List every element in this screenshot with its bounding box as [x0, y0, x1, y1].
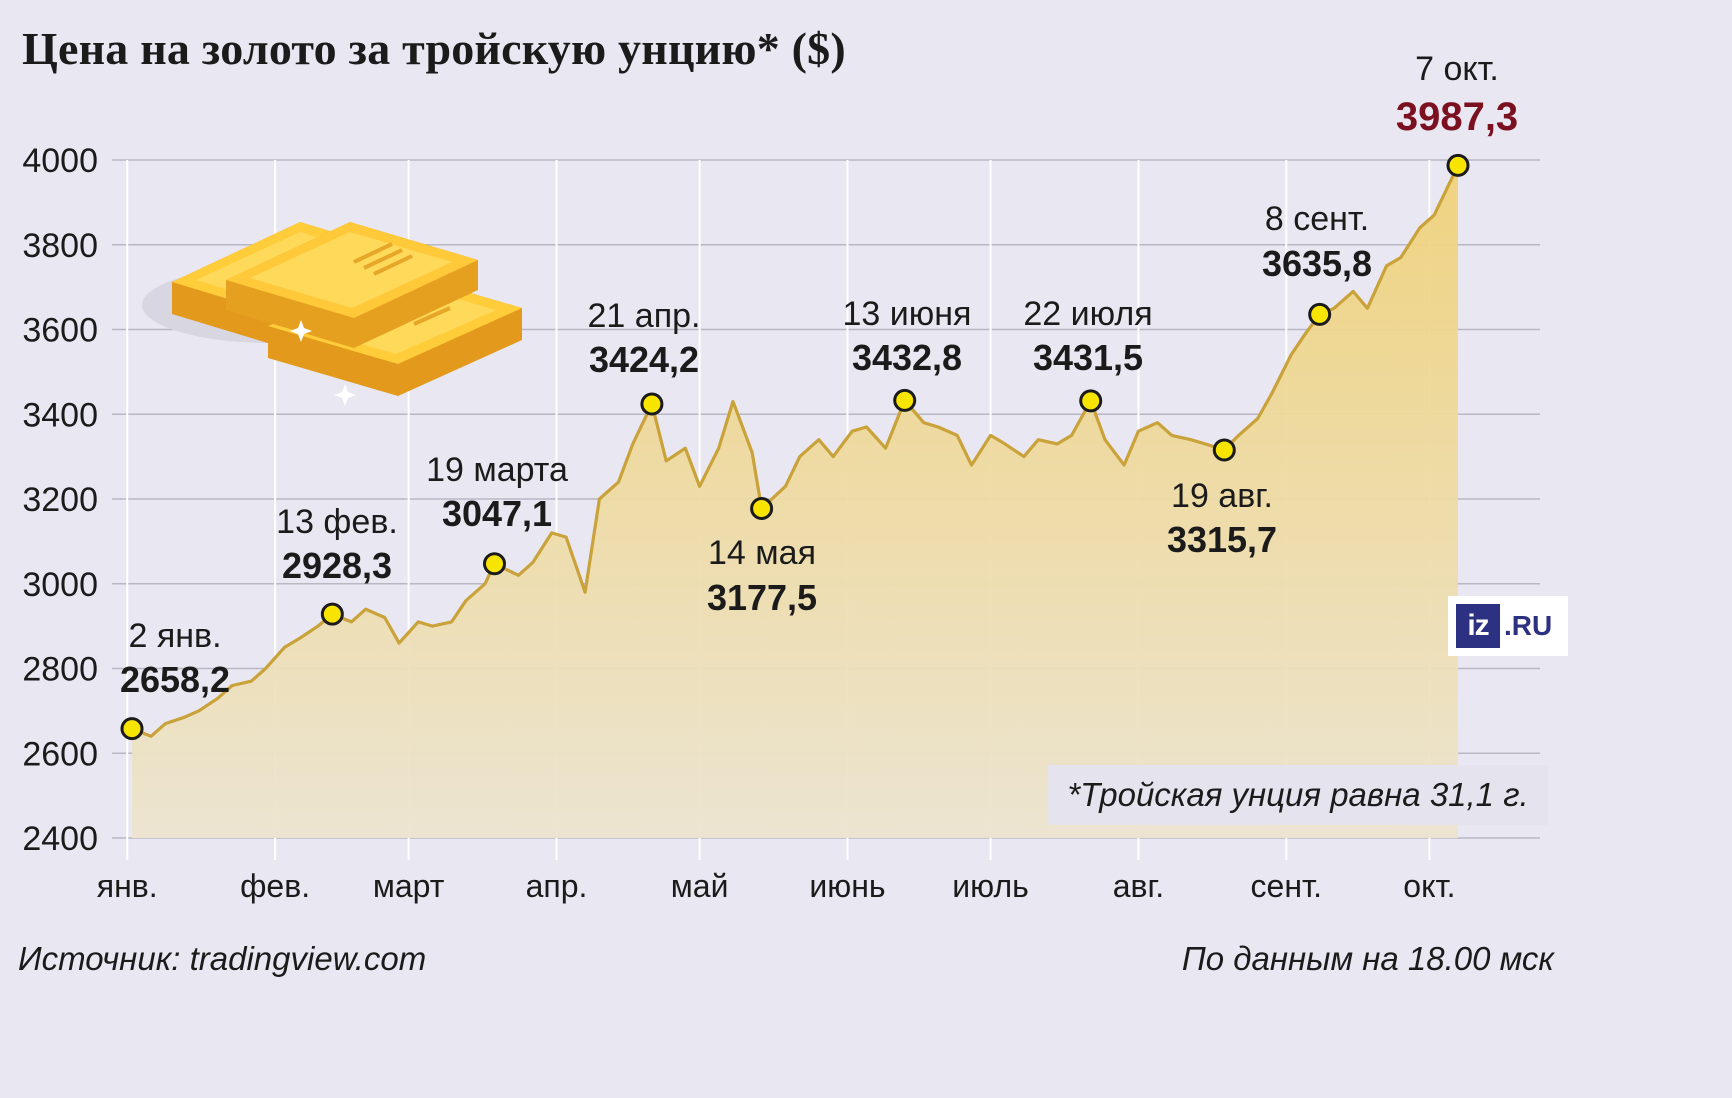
annotation-marker	[483, 552, 507, 576]
annotation-value: 3315,7	[1167, 519, 1277, 560]
annotation-date: 19 авг.	[1171, 477, 1273, 515]
x-tick-label: сент.	[1251, 868, 1322, 904]
y-axis-ticks: 2400 2600 2800 3000 3200 3400 3600 3800 4000	[22, 142, 98, 858]
x-tick-label: апр.	[526, 868, 588, 904]
y-tick-label: 2400	[22, 820, 98, 858]
annotation-date: 7 окт.	[1415, 50, 1499, 88]
annotation-date: 13 июня	[843, 295, 972, 333]
iz-ru-logo[interactable]: iz .RU	[1448, 596, 1568, 656]
infographic: 2400 2600 2800 3000 3200 3400 3600 3800 4000 янв…	[18, 23, 1568, 977]
annotation-value: 3424,2	[589, 339, 699, 380]
price-line-path	[131, 164, 1460, 738]
annotation-marker	[640, 392, 664, 416]
annotation-marker	[1212, 438, 1236, 462]
annotation-value: 3635,8	[1262, 243, 1372, 284]
gold-bar-top	[226, 222, 478, 348]
annotation-value: 3047,1	[442, 493, 552, 534]
annotation-labels: 2 янв. 2658,2 13 фев. 2928,3 19 марта 3047,1 2…	[120, 50, 1518, 700]
gold-price-chart: 2400 2600 2800 3000 3200 3400 3600 3800 4000 янв…	[22, 50, 1540, 904]
as-of-note: По данным на 18.00 мск	[1181, 940, 1554, 977]
footnote-text: *Тройская унция равна 31,1 г.	[1067, 776, 1529, 813]
y-tick-label: 3800	[22, 227, 98, 265]
logo-mark: iz	[1456, 604, 1500, 648]
logo-suffix: .RU	[1504, 610, 1553, 641]
annotation-markers	[120, 153, 1470, 741]
annotation-date: 22 июля	[1023, 295, 1152, 333]
sparkle-icon	[334, 384, 356, 406]
y-tick-label: 2800	[22, 651, 98, 689]
y-tick-label: 3600	[22, 312, 98, 350]
annotation-value: 3432,8	[852, 337, 962, 378]
annotation-marker	[1079, 389, 1103, 413]
price-area	[132, 165, 1458, 838]
annotation-marker	[1446, 153, 1470, 177]
price-area-fill	[132, 165, 1458, 838]
annotation-date: 8 сент.	[1265, 200, 1369, 238]
annotation-value: 2928,3	[282, 545, 392, 586]
annotation-date: 2 янв.	[128, 617, 221, 655]
annotation-date: 14 мая	[708, 534, 816, 572]
x-tick-label: март	[373, 868, 445, 904]
x-tick-label: янв.	[97, 868, 158, 904]
annotation-date: 21 апр.	[588, 297, 701, 335]
source-note: Источник: tradingview.com	[18, 940, 427, 977]
gold-bars-icon	[142, 222, 522, 406]
y-tick-label: 2600	[22, 735, 98, 773]
annotation-marker	[893, 388, 917, 412]
y-tick-label: 3400	[22, 396, 98, 434]
chart-title: Цена на золото за тройскую унцию* ($)	[22, 23, 846, 74]
y-tick-label: 3000	[22, 566, 98, 604]
x-tick-label: май	[671, 868, 729, 904]
x-tick-label: июль	[952, 868, 1029, 904]
annotation-marker	[750, 497, 774, 521]
annotation-value: 3987,3	[1396, 95, 1518, 139]
x-tick-label: окт.	[1403, 868, 1455, 904]
x-tick-label: авг.	[1113, 868, 1164, 904]
annotation-date: 13 фев.	[276, 503, 398, 541]
x-tick-label: фев.	[240, 868, 310, 904]
price-line	[131, 164, 1460, 738]
y-tick-label: 4000	[22, 142, 98, 180]
annotation-value: 2658,2	[120, 659, 230, 700]
x-axis-ticks: янв. фев. март апр. май июнь июль авг. сент. окт.	[97, 868, 1456, 904]
y-tick-label: 3200	[22, 481, 98, 519]
annotation-value: 3431,5	[1033, 337, 1143, 378]
footnote-box: *Тройская унция равна 31,1 г.	[1048, 765, 1548, 825]
x-tick-label: июнь	[809, 868, 885, 904]
annotation-date: 19 марта	[426, 451, 568, 489]
sparkle-icon	[290, 320, 312, 342]
annotation-marker	[320, 602, 344, 626]
annotation-value: 3177,5	[707, 577, 817, 618]
annotation-marker	[120, 717, 144, 741]
annotation-marker	[1308, 302, 1332, 326]
